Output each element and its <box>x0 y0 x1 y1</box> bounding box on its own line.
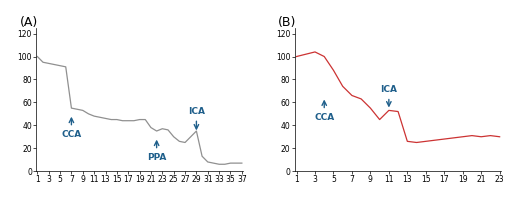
Text: (B): (B) <box>278 16 297 29</box>
Text: CCA: CCA <box>62 130 82 139</box>
Text: (A): (A) <box>20 16 38 29</box>
Text: CCA: CCA <box>314 113 334 122</box>
Text: ICA: ICA <box>188 107 205 116</box>
Text: ICA: ICA <box>381 85 398 94</box>
Text: PPA: PPA <box>147 153 166 162</box>
